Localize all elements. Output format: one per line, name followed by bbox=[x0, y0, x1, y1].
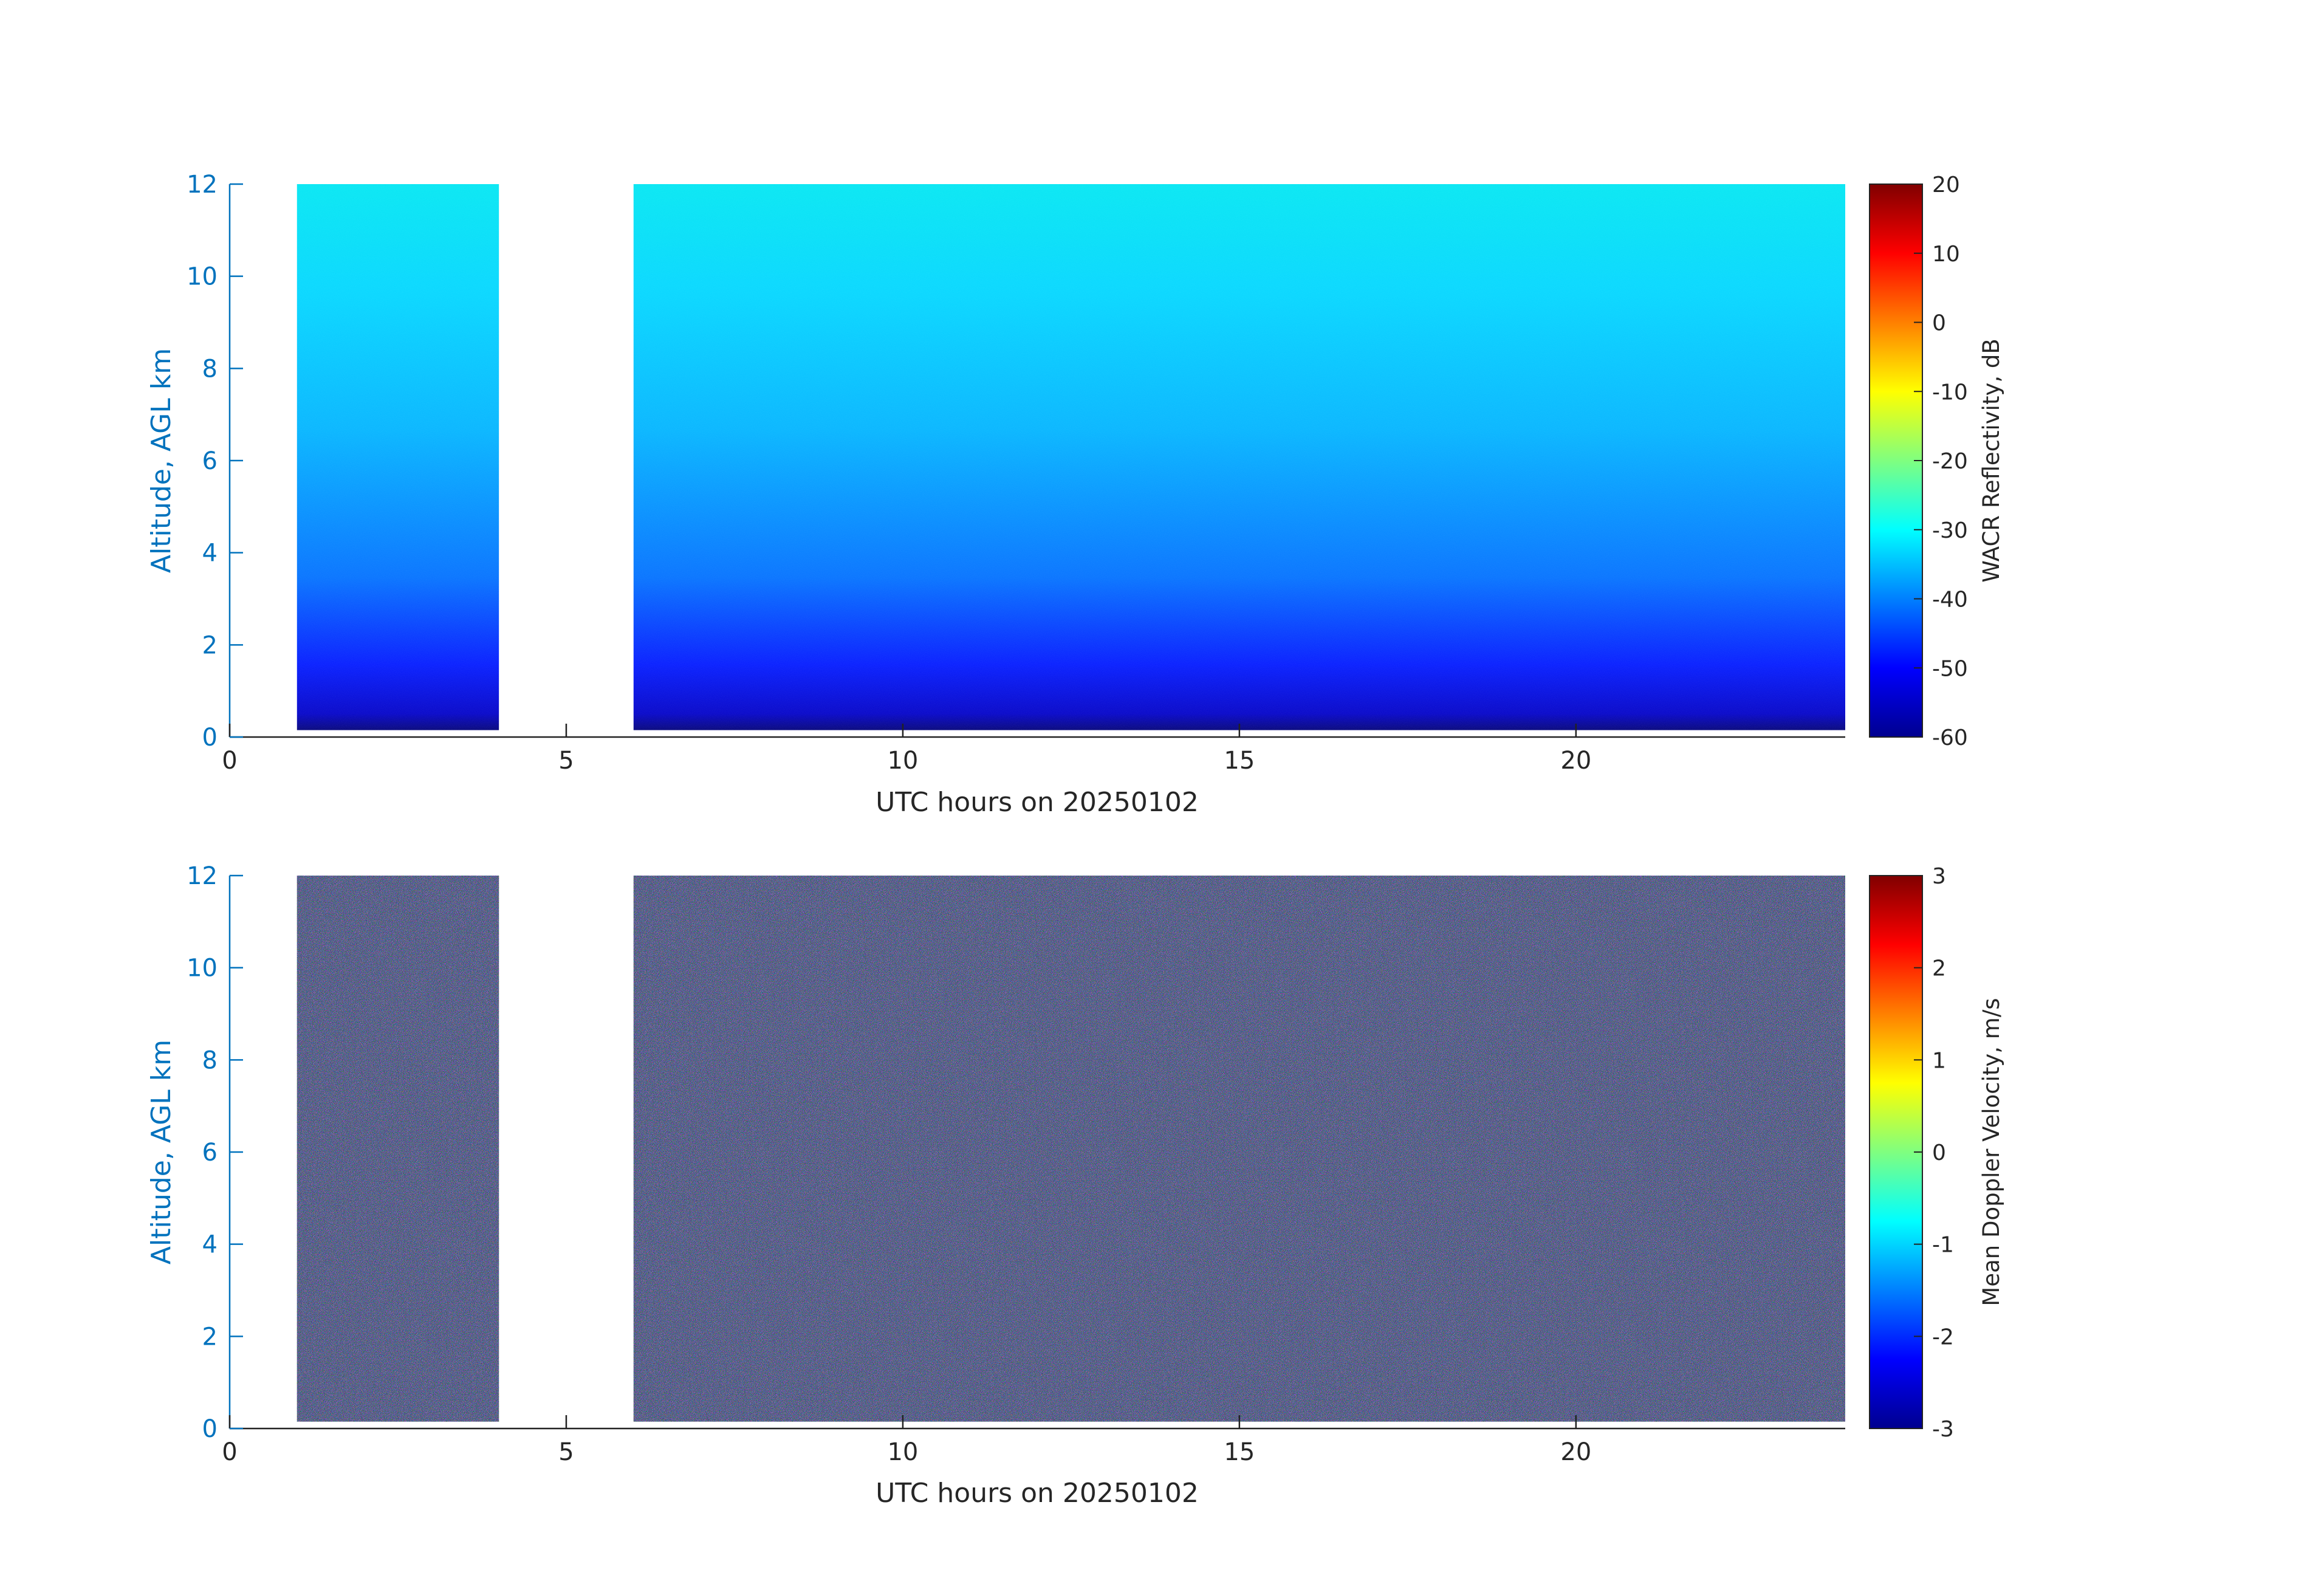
velocity-colorbar-tick-label: 2 bbox=[1932, 956, 1946, 981]
velocity-heatmap bbox=[296, 876, 1845, 1422]
velocity-x-tick-label: 20 bbox=[1560, 1438, 1591, 1466]
velocity-y-ticks: 0 2 4 6 8 10 12 bbox=[187, 862, 243, 1443]
reflectivity-colorbar-fill bbox=[1870, 184, 1922, 737]
velocity-y-tick-label: 2 bbox=[202, 1323, 218, 1351]
reflectivity-colorbar-tick-label: 10 bbox=[1932, 242, 1960, 267]
reflectivity-x-tick-label: 10 bbox=[887, 747, 918, 775]
velocity-x-tick-label: 5 bbox=[558, 1438, 574, 1466]
reflectivity-x-ticks: 0 5 10 15 20 bbox=[222, 724, 1591, 775]
reflectivity-colorbar-label: WACR Reflectivity, dB bbox=[1978, 338, 2004, 583]
velocity-colorbar-tick-label: 1 bbox=[1932, 1048, 1946, 1073]
reflectivity-data-grain bbox=[296, 184, 499, 730]
reflectivity-x-tick-label: 5 bbox=[558, 747, 574, 775]
reflectivity-heatmap bbox=[296, 184, 1845, 730]
reflectivity-colorbar-tick-label: -30 bbox=[1932, 518, 1968, 543]
reflectivity-y-tick-label: 12 bbox=[187, 171, 218, 199]
velocity-colorbar-ticks: 3 2 1 0 -1 -2 -3 bbox=[1914, 864, 1954, 1442]
velocity-colorbar-fill bbox=[1870, 876, 1922, 1429]
velocity-colorbar-tick-label: 0 bbox=[1932, 1141, 1946, 1165]
reflectivity-x-tick-label: 20 bbox=[1560, 747, 1591, 775]
reflectivity-colorbar-tick-label: -50 bbox=[1932, 656, 1968, 681]
reflectivity-y-tick-label: 4 bbox=[202, 540, 218, 568]
reflectivity-colorbar-tick-label: 0 bbox=[1932, 311, 1946, 336]
reflectivity-x-tick-label: 0 bbox=[222, 747, 237, 775]
velocity-y-tick-label: 12 bbox=[187, 862, 218, 890]
reflectivity-y-tick-label: 0 bbox=[202, 724, 218, 752]
reflectivity-y-tick-label: 2 bbox=[202, 631, 218, 659]
reflectivity-colorbar-tick-label: 20 bbox=[1932, 173, 1960, 197]
velocity-data-noise bbox=[633, 876, 1845, 1422]
velocity-colorbar: 3 2 1 0 -1 -2 -3 Mean Doppler Velocity, m/s bbox=[1869, 864, 2004, 1442]
reflectivity-y-tick-label: 10 bbox=[187, 263, 218, 291]
velocity-y-tick-label: 10 bbox=[187, 955, 218, 983]
reflectivity-y-ticks: 0 2 4 6 8 10 12 bbox=[187, 171, 243, 752]
reflectivity-x-axis-title: UTC hours on 20250102 bbox=[876, 787, 1199, 818]
reflectivity-colorbar-tick-label: -60 bbox=[1932, 725, 1968, 750]
velocity-colorbar-tick-label: -2 bbox=[1932, 1325, 1954, 1350]
velocity-data-noise bbox=[296, 876, 499, 1422]
velocity-colorbar-tick-label: -1 bbox=[1932, 1233, 1954, 1258]
reflectivity-y-tick-label: 8 bbox=[202, 355, 218, 383]
velocity-y-tick-label: 0 bbox=[202, 1415, 218, 1443]
reflectivity-data-grain bbox=[633, 184, 1845, 730]
velocity-y-tick-label: 4 bbox=[202, 1231, 218, 1259]
velocity-colorbar-label: Mean Doppler Velocity, m/s bbox=[1978, 998, 2004, 1306]
velocity-x-ticks: 0 5 10 15 20 bbox=[222, 1415, 1591, 1466]
reflectivity-colorbar-tick-label: -40 bbox=[1932, 588, 1968, 612]
velocity-x-tick-label: 10 bbox=[887, 1438, 918, 1466]
velocity-y-tick-label: 8 bbox=[202, 1046, 218, 1074]
reflectivity-x-tick-label: 15 bbox=[1224, 747, 1255, 775]
reflectivity-colorbar-ticks: 20 10 0 -10 -20 -30 -40 -50 -60 bbox=[1914, 173, 1968, 750]
reflectivity-colorbar-tick-label: -20 bbox=[1932, 449, 1968, 474]
reflectivity-y-tick-label: 6 bbox=[202, 447, 218, 475]
velocity-y-tick-label: 6 bbox=[202, 1139, 218, 1167]
reflectivity-panel: 0 5 10 15 20 0 2 4 6 8 10 12 UTC hours on 20250102… bbox=[146, 171, 2004, 818]
reflectivity-y-axis-title: Altitude, AGL km bbox=[146, 348, 177, 573]
velocity-colorbar-tick-label: -3 bbox=[1932, 1417, 1954, 1442]
reflectivity-colorbar-tick-label: -10 bbox=[1932, 380, 1968, 405]
velocity-y-axis-title: Altitude, AGL km bbox=[146, 1040, 177, 1264]
reflectivity-colorbar: 20 10 0 -10 -20 -30 -40 -50 -60 WACR Reflectivit… bbox=[1869, 173, 2004, 750]
velocity-x-tick-label: 0 bbox=[222, 1438, 237, 1466]
velocity-x-tick-label: 15 bbox=[1224, 1438, 1255, 1466]
velocity-x-axis-title: UTC hours on 20250102 bbox=[876, 1478, 1199, 1509]
velocity-colorbar-tick-label: 3 bbox=[1932, 864, 1946, 889]
